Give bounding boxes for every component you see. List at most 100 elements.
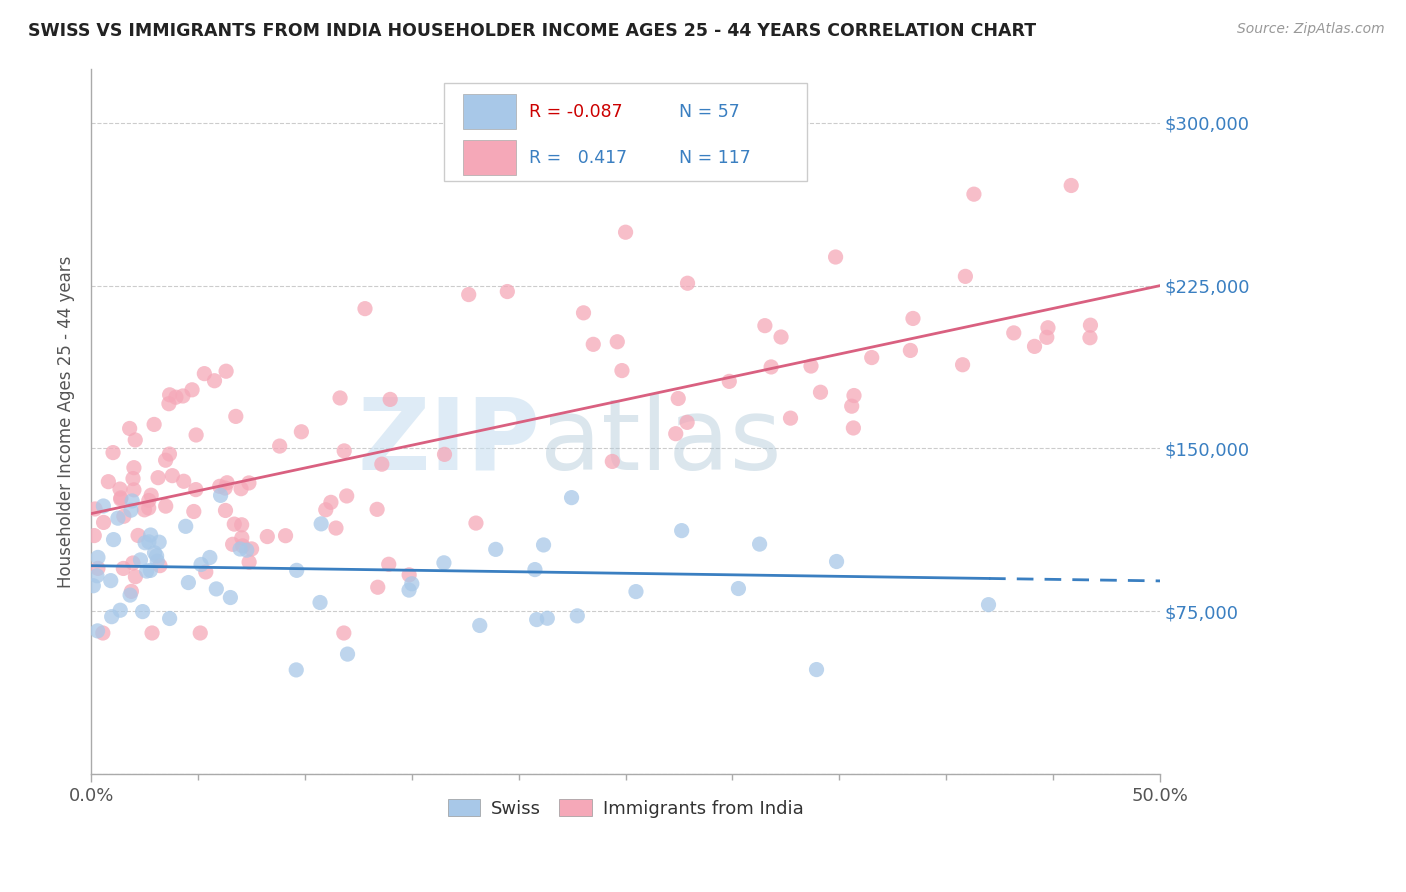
Point	[110, 491, 132, 505]
Point	[157, 397, 180, 411]
Point	[127, 528, 149, 542]
Point	[810, 385, 832, 400]
Text: R =   0.417: R = 0.417	[530, 149, 627, 167]
Point	[319, 495, 342, 509]
Point	[97, 475, 120, 489]
Point	[138, 501, 160, 516]
Point	[162, 468, 184, 483]
Point	[676, 415, 699, 429]
Point	[149, 558, 172, 573]
Point	[87, 550, 110, 565]
Point	[124, 433, 146, 447]
Point	[145, 549, 167, 563]
Point	[165, 390, 187, 404]
Point	[84, 502, 107, 516]
Point	[309, 595, 332, 609]
Point	[371, 457, 394, 471]
Point	[1060, 178, 1083, 193]
Point	[900, 343, 922, 358]
Text: Source: ZipAtlas.com: Source: ZipAtlas.com	[1237, 22, 1385, 37]
Point	[841, 399, 863, 413]
Point	[468, 618, 491, 632]
Point	[112, 509, 135, 524]
Point	[238, 555, 260, 569]
Point	[285, 563, 308, 577]
Point	[1080, 318, 1102, 333]
Point	[825, 554, 848, 568]
Point	[198, 550, 221, 565]
Point	[173, 475, 195, 489]
Text: SWISS VS IMMIGRANTS FROM INDIA HOUSEHOLDER INCOME AGES 25 - 44 YEARS CORRELATION: SWISS VS IMMIGRANTS FROM INDIA HOUSEHOLD…	[28, 22, 1036, 40]
Point	[93, 499, 115, 513]
Point	[110, 492, 132, 507]
Point	[229, 541, 252, 556]
Point	[336, 647, 359, 661]
Point	[209, 488, 232, 502]
FancyBboxPatch shape	[444, 83, 807, 181]
Point	[100, 574, 122, 588]
Point	[290, 425, 312, 439]
Point	[457, 287, 479, 301]
Point	[610, 363, 633, 377]
Point	[465, 516, 488, 530]
Text: N = 57: N = 57	[679, 103, 740, 120]
Point	[159, 388, 181, 402]
Text: atlas: atlas	[540, 394, 782, 491]
Point	[101, 445, 124, 459]
Point	[336, 489, 359, 503]
Point	[183, 504, 205, 518]
Point	[901, 311, 924, 326]
Point	[120, 588, 142, 602]
Point	[235, 543, 257, 558]
Point	[214, 503, 236, 517]
Point	[141, 488, 163, 502]
Point	[124, 570, 146, 584]
Point	[129, 553, 152, 567]
Point	[91, 626, 114, 640]
Point	[561, 491, 583, 505]
Point	[398, 583, 420, 598]
Point	[354, 301, 377, 316]
Point	[977, 598, 1000, 612]
Point	[274, 529, 297, 543]
Point	[93, 516, 115, 530]
Point	[108, 482, 131, 496]
Point	[800, 359, 823, 373]
Point	[1024, 339, 1046, 353]
Point	[398, 567, 420, 582]
Point	[567, 608, 589, 623]
Point	[614, 225, 637, 239]
Point	[148, 535, 170, 549]
Point	[83, 528, 105, 542]
Point	[110, 603, 132, 617]
Point	[155, 453, 177, 467]
Point	[107, 511, 129, 525]
Point	[582, 337, 605, 351]
Point	[325, 521, 347, 535]
Point	[285, 663, 308, 677]
Point	[224, 517, 246, 532]
Point	[1036, 330, 1059, 344]
Point	[606, 334, 628, 349]
Point	[143, 546, 166, 560]
Point	[666, 392, 689, 406]
Point	[533, 538, 555, 552]
Point	[103, 533, 125, 547]
Point	[269, 439, 291, 453]
Point	[496, 285, 519, 299]
Point	[146, 554, 169, 568]
Point	[141, 626, 163, 640]
Point	[333, 443, 356, 458]
Point	[205, 582, 228, 596]
Point	[231, 531, 253, 545]
Point	[329, 391, 352, 405]
Point	[229, 482, 252, 496]
Point	[221, 537, 243, 551]
Point	[138, 534, 160, 549]
Point	[433, 447, 456, 461]
Point	[208, 479, 231, 493]
Point	[1078, 331, 1101, 345]
Point	[485, 542, 508, 557]
Point	[120, 584, 142, 599]
Point	[219, 591, 242, 605]
